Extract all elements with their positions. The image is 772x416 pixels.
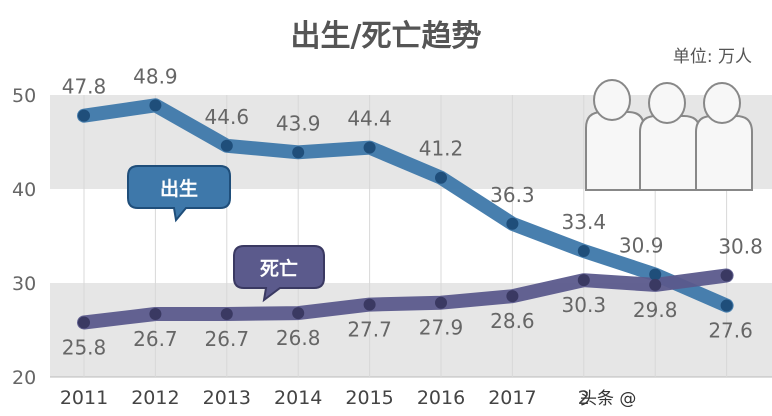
data-label: 26.7 (133, 327, 178, 351)
data-label: 26.8 (276, 326, 321, 350)
data-point (292, 307, 305, 320)
y-axis-ticks: 20 30 40 50 (12, 85, 36, 389)
data-point (435, 171, 447, 184)
legend-callout-birth: 出生 (127, 165, 231, 223)
data-point (649, 268, 662, 281)
data-point (720, 269, 733, 282)
data-label: 41.2 (419, 137, 464, 161)
x-axis-ticks: 2011 2012 2013 2014 2015 2016 2017 2 (60, 387, 590, 409)
series-line (77, 98, 734, 313)
series-line (77, 268, 734, 330)
y-tick-label: 30 (12, 273, 36, 295)
legend-label-death: 死亡 (260, 257, 298, 280)
x-tick-label: 2012 (131, 387, 179, 409)
x-tick-label: 2 (578, 387, 590, 409)
data-label: 28.6 (490, 309, 535, 333)
data-point (78, 109, 90, 122)
data-label: 26.7 (205, 327, 250, 351)
data-label: 44.4 (347, 107, 392, 131)
data-label: 30.3 (562, 293, 607, 317)
data-point (220, 308, 233, 321)
x-tick-label: 2015 (345, 387, 393, 409)
data-point (577, 245, 590, 258)
data-point (363, 298, 376, 311)
data-label: 27.6 (708, 319, 753, 343)
unit-label: 单位: 万人 (673, 47, 752, 67)
data-label: 27.7 (347, 318, 392, 342)
data-point (506, 217, 519, 230)
data-point (506, 290, 519, 303)
y-tick-label: 40 (12, 179, 36, 201)
data-label: 43.9 (276, 111, 321, 135)
data-point (363, 141, 376, 154)
data-points (78, 99, 733, 329)
x-tick-label: 2016 (417, 387, 465, 409)
data-label: 33.4 (562, 210, 607, 234)
data-label: 25.8 (62, 335, 107, 359)
data-point (220, 139, 233, 152)
data-point (720, 299, 733, 312)
data-point (577, 274, 590, 287)
data-label: 48.9 (133, 64, 178, 88)
legend-label-birth: 出生 (160, 177, 198, 200)
data-point (435, 296, 447, 309)
data-label: 47.8 (62, 75, 107, 99)
data-label: 30.9 (619, 234, 664, 258)
data-label: 30.8 (718, 234, 763, 258)
data-point (649, 278, 662, 291)
x-tick-label: 2013 (203, 387, 251, 409)
x-tick-label: 2014 (274, 387, 322, 409)
data-label: 27.9 (419, 316, 464, 340)
data-point (78, 316, 90, 329)
data-point (292, 146, 305, 159)
y-tick-label: 20 (12, 367, 36, 389)
y-tick-label: 50 (12, 85, 36, 107)
x-tick-label: 2011 (60, 387, 108, 409)
data-label: 29.8 (633, 298, 678, 322)
data-labels: 47.8 48.9 44.6 43.9 44.4 41.2 36.3 33.4 30.9 27.6… (62, 64, 763, 359)
people-illustration (585, 79, 753, 191)
data-point (149, 99, 162, 112)
watermark: 头条 @ (580, 389, 636, 409)
x-tick-label: 2017 (488, 387, 536, 409)
series-lines (77, 98, 734, 330)
chart-title: 出生/死亡趋势 (291, 19, 482, 54)
legend-callout-death: 死亡 (233, 245, 325, 303)
data-label: 36.3 (490, 183, 535, 207)
data-label: 44.6 (205, 105, 250, 129)
data-point (149, 308, 162, 321)
